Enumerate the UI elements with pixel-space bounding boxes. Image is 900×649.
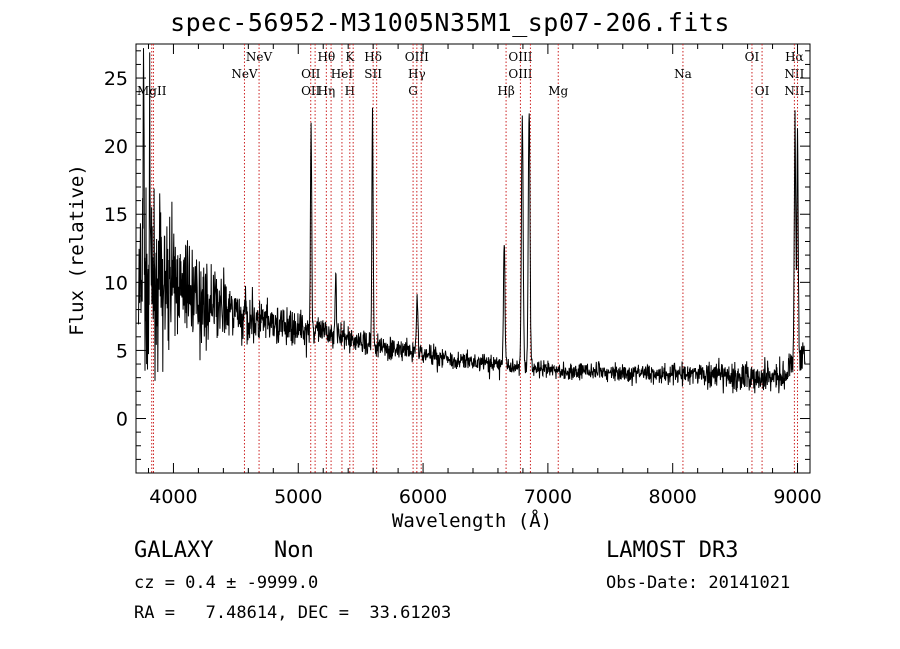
line-label: OIII	[508, 67, 532, 81]
x-tick-label: 6000	[399, 486, 447, 508]
y-tick-label: 5	[116, 340, 128, 362]
y-tick-label: 20	[104, 136, 128, 158]
line-label: H	[345, 84, 355, 98]
line-label: Mg	[548, 84, 568, 98]
x-axis-label: Wavelength (Å)	[391, 510, 553, 532]
line-label: Hγ	[408, 67, 426, 81]
x-tick-label: 5000	[274, 486, 322, 508]
line-label: HeI	[331, 67, 354, 81]
x-tick-label: 8000	[649, 486, 697, 508]
y-tick-label: 25	[104, 68, 128, 90]
line-label: NeV	[246, 50, 273, 64]
line-label: OI	[755, 84, 770, 98]
redshift-text: cz = 0.4 ± -9999.0	[134, 573, 319, 593]
radec-text: RA = 7.48614, DEC = 33.61203	[134, 603, 452, 623]
line-label: OII	[301, 67, 321, 81]
line-label: OIII	[508, 50, 532, 64]
line-label: MgII	[137, 84, 167, 98]
line-label: SII	[364, 67, 382, 81]
x-tick-label: 9000	[773, 486, 821, 508]
plot-frame	[135, 43, 811, 474]
y-axis-label: Flux (relative)	[66, 164, 88, 336]
line-label: G	[408, 84, 418, 98]
y-tick-label: 0	[116, 409, 128, 431]
line-label: Hθ	[317, 50, 335, 64]
line-label: K	[345, 50, 355, 64]
line-label: NeV	[231, 67, 258, 81]
obs-date: Obs-Date: 20141021	[606, 573, 791, 593]
line-label: Na	[674, 67, 692, 81]
line-label: OII	[301, 84, 321, 98]
line-label: NII	[784, 84, 804, 98]
object-class: GALAXY	[134, 538, 214, 563]
spectrum-line	[138, 48, 806, 394]
line-label: OIII	[405, 50, 429, 64]
line-label: NII	[784, 67, 804, 81]
line-label: Hα	[785, 50, 804, 64]
y-tick-label: 15	[104, 204, 128, 226]
x-tick-label: 7000	[524, 486, 572, 508]
line-label: Hη	[318, 84, 336, 98]
x-tick-label: 4000	[149, 486, 197, 508]
line-label: Hδ	[364, 50, 382, 64]
line-label: OI	[745, 50, 760, 64]
chart-title: spec-56952-M31005N35M1_sp07-206.fits	[170, 8, 730, 37]
survey-name: LAMOST DR3	[606, 538, 739, 563]
axis-ticks: 4000 5000 6000 7000 8000 9000 0 5 10 15 20 25	[104, 44, 822, 508]
y-tick-label: 10	[104, 272, 128, 294]
line-markers: MgII NeV NeV OII OII Hθ Hη HeI K H Hδ SII G OIII Hγ Hβ O…	[137, 44, 805, 473]
line-label: Hβ	[497, 84, 514, 98]
object-subclass: Non	[274, 538, 314, 563]
